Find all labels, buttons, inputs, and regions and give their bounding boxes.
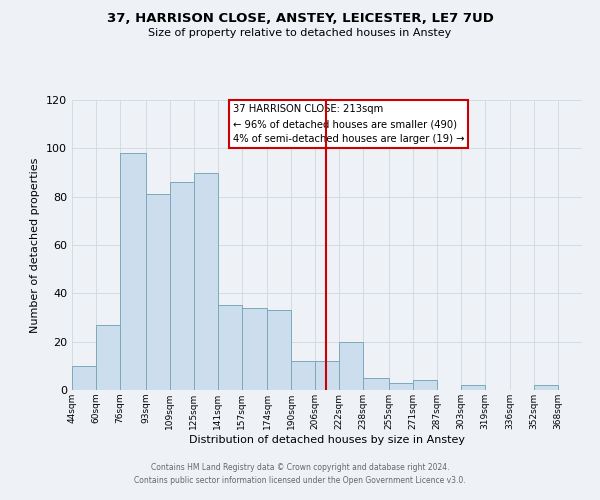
Bar [315, 361, 339, 390]
Text: Contains HM Land Registry data © Crown copyright and database right 2024.: Contains HM Land Registry data © Crown c… [151, 464, 449, 472]
Bar [534, 385, 558, 390]
Text: Size of property relative to detached houses in Anstey: Size of property relative to detached ho… [148, 28, 452, 38]
Bar [339, 342, 363, 390]
Bar [170, 182, 193, 390]
Bar [267, 310, 291, 390]
Text: 37 HARRISON CLOSE: 213sqm
← 96% of detached houses are smaller (490)
4% of semi-: 37 HARRISON CLOSE: 213sqm ← 96% of detac… [233, 104, 464, 144]
Bar [461, 385, 485, 390]
Bar [96, 325, 120, 390]
Bar [291, 361, 315, 390]
Bar [241, 308, 267, 390]
Bar [363, 378, 389, 390]
Bar [218, 306, 241, 390]
Text: 37, HARRISON CLOSE, ANSTEY, LEICESTER, LE7 7UD: 37, HARRISON CLOSE, ANSTEY, LEICESTER, L… [107, 12, 493, 26]
Bar [413, 380, 437, 390]
Bar [120, 153, 146, 390]
Bar [72, 366, 96, 390]
Bar [389, 383, 413, 390]
Y-axis label: Number of detached properties: Number of detached properties [31, 158, 40, 332]
Text: Contains public sector information licensed under the Open Government Licence v3: Contains public sector information licen… [134, 476, 466, 485]
X-axis label: Distribution of detached houses by size in Anstey: Distribution of detached houses by size … [189, 434, 465, 444]
Bar [193, 172, 218, 390]
Bar [146, 194, 170, 390]
